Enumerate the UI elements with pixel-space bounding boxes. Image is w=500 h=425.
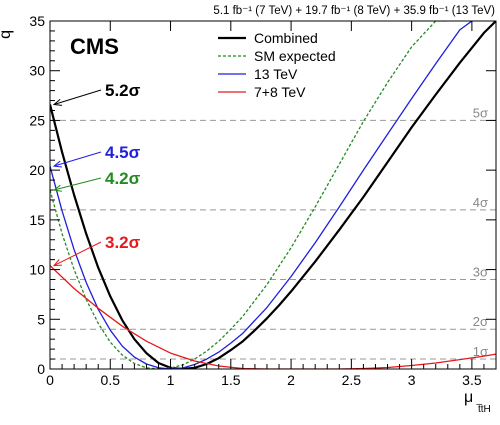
x-tick-label-1: 0.5 — [101, 372, 121, 388]
x-tick-label-5: 2.5 — [342, 372, 362, 388]
annotation-label-0: 5.2σ — [105, 81, 141, 100]
sigma-label-2: 2σ — [473, 314, 488, 329]
legend: Combined SM expected 13 TeV 7+8 TeV — [218, 30, 336, 100]
lumi-header: 5.1 fb⁻¹ (7 TeV) + 19.7 fb⁻¹ (8 TeV) + 3… — [213, 5, 495, 17]
series-line-combined — [50, 21, 496, 369]
y-axis-label: q — [0, 30, 14, 39]
x-tick-label-6: 3 — [408, 372, 416, 388]
series-layer — [50, 21, 496, 369]
legend-label-3: 7+8 TeV — [254, 84, 306, 100]
y-tick-label-3: 15 — [29, 212, 45, 228]
x-tick-label-3: 1.5 — [221, 372, 241, 388]
y-tick-label-0: 0 — [37, 361, 45, 377]
y-tick-label-5: 25 — [29, 112, 45, 128]
sigma-reference-lines: 1σ 2σ 3σ 4σ 5σ — [50, 105, 496, 360]
annotation-label-1: 4.5σ — [105, 143, 141, 162]
legend-label-1: SM expected — [254, 48, 336, 64]
y-tick-label-4: 20 — [29, 162, 45, 178]
annotation-arrowhead-2 — [52, 184, 62, 192]
annotation-arrow-2 — [53, 177, 102, 191]
x-tick-label-0: 0 — [46, 372, 54, 388]
series-line-13-tev — [50, 21, 473, 369]
annotation-arrowhead-3 — [52, 259, 63, 267]
x-tick-label-4: 2 — [287, 372, 295, 388]
plot-frame — [49, 20, 497, 370]
y-tick-label-2: 10 — [29, 262, 45, 278]
annotation-arrow-3 — [53, 241, 102, 267]
significance-annotations: 5.2σ 4.5σ 4.2σ 3.2σ — [52, 81, 141, 267]
annotation-label-2: 4.2σ — [105, 169, 141, 188]
annotation-arrow-0 — [53, 89, 102, 105]
annotation-arrowhead-0 — [52, 98, 63, 106]
x-axis-label-subscript: t̅tH — [476, 403, 491, 415]
x-tick-label-7: 3.5 — [462, 372, 482, 388]
annotation-arrowhead-1 — [52, 160, 63, 168]
x-tick-label-2: 1 — [167, 372, 175, 388]
sigma-label-1: 1σ — [473, 344, 488, 359]
sigma-label-4: 4σ — [473, 195, 488, 210]
legend-label-2: 13 TeV — [254, 66, 298, 82]
y-tick-label-1: 5 — [37, 311, 45, 327]
sigma-label-5: 5σ — [473, 105, 488, 120]
y-tick-label-6: 30 — [29, 63, 45, 79]
annotation-label-3: 3.2σ — [105, 233, 141, 252]
series-line-7-8-tev — [50, 265, 496, 369]
x-axis-label: μ — [464, 389, 473, 406]
experiment-label: CMS — [70, 34, 119, 59]
legend-label-0: Combined — [254, 30, 318, 46]
sigma-label-3: 3σ — [473, 265, 488, 280]
series-line-sm-expected — [50, 21, 448, 369]
annotation-arrow-1 — [53, 151, 102, 167]
y-tick-label-7: 35 — [29, 13, 45, 29]
axis-ticks: 0 0.5 1 1.5 2 2.5 3 3.5 0 5 10 15 20 25 30 35 — [29, 13, 496, 388]
